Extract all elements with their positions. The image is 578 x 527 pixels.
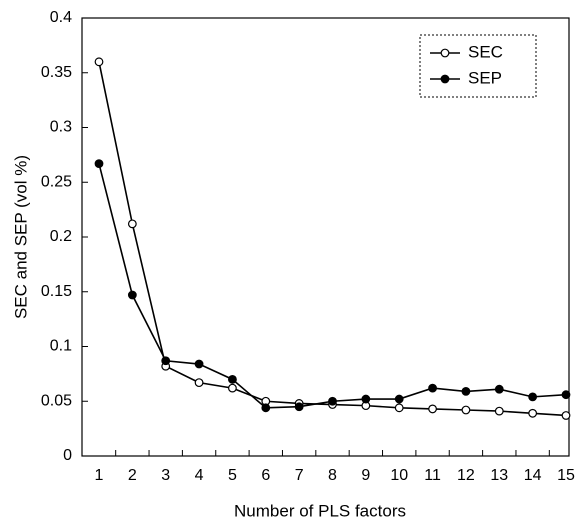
- x-tick-label: 13: [490, 467, 508, 484]
- y-tick-label: 0.35: [41, 64, 72, 81]
- data-point: [127, 219, 137, 229]
- y-tick-label: 0.4: [50, 9, 72, 26]
- data-point: [428, 404, 437, 414]
- y-tick-label: 0.3: [50, 119, 72, 136]
- data-point: [94, 57, 104, 67]
- data-point: [461, 405, 471, 415]
- y-tick-label: 0.1: [50, 338, 72, 355]
- y-tick-label: 0.05: [41, 392, 72, 409]
- x-tick-label: 9: [361, 467, 370, 484]
- legend-marker: [440, 48, 450, 58]
- data-point: [294, 402, 304, 412]
- data-point: [428, 383, 437, 393]
- x-tick-label: 1: [95, 467, 104, 484]
- data-point: [561, 411, 571, 420]
- legend-label: SEC: [468, 42, 503, 61]
- x-tick-label: 4: [195, 467, 204, 484]
- data-point: [194, 359, 204, 369]
- data-point: [94, 159, 104, 169]
- y-axis-title: SEC and SEP (vol %): [11, 155, 30, 319]
- data-point: [494, 406, 504, 416]
- data-point: [361, 394, 371, 404]
- x-tick-label: 5: [228, 467, 237, 484]
- x-tick-label: 12: [457, 467, 475, 484]
- data-point: [228, 383, 237, 393]
- x-tick-label: 11: [424, 467, 441, 484]
- x-tick-label: 8: [328, 467, 337, 484]
- y-tick-label: 0: [63, 447, 72, 464]
- x-tick-label: 6: [261, 467, 270, 484]
- y-tick-label: 0.15: [41, 283, 72, 300]
- legend-box: [419, 34, 537, 98]
- legend-marker: [440, 74, 450, 84]
- y-tick-label: 0.25: [41, 173, 72, 190]
- data-point: [394, 403, 404, 413]
- x-tick-label: 3: [161, 467, 170, 484]
- x-tick-label: 15: [557, 467, 575, 484]
- data-point: [461, 386, 471, 396]
- data-point: [561, 390, 571, 400]
- x-tick-label: 2: [128, 467, 137, 484]
- data-point: [494, 384, 504, 394]
- data-point: [228, 374, 237, 384]
- x-tick-label: 7: [295, 467, 304, 484]
- series-line: [98, 163, 567, 409]
- legend-label: SEP: [468, 68, 502, 87]
- x-tick-label: 10: [390, 467, 408, 484]
- data-point: [528, 408, 538, 418]
- data-point: [127, 290, 137, 300]
- data-point: [261, 403, 271, 413]
- data-point: [194, 378, 204, 388]
- y-tick-label: 0.2: [50, 228, 72, 245]
- data-point: [528, 392, 538, 402]
- x-tick-label: 14: [524, 467, 542, 484]
- data-point: [328, 396, 337, 406]
- data-point: [161, 356, 171, 366]
- data-point: [394, 394, 404, 404]
- x-axis-title: Number of PLS factors: [234, 501, 406, 520]
